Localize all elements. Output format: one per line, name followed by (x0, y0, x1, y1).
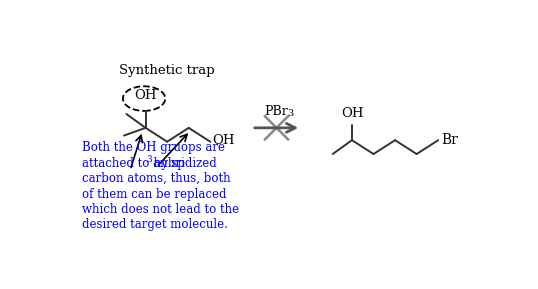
Text: 3: 3 (287, 109, 294, 118)
Text: 3: 3 (146, 155, 152, 164)
Text: attached to an sp: attached to an sp (82, 157, 186, 170)
Text: which does not lead to the: which does not lead to the (82, 203, 239, 216)
Text: PBr: PBr (265, 105, 288, 118)
Text: hybridized: hybridized (150, 157, 217, 170)
Text: OH: OH (134, 89, 157, 102)
Text: OH: OH (342, 107, 364, 120)
Text: desired target molecule.: desired target molecule. (82, 218, 228, 231)
Text: OH: OH (213, 134, 235, 147)
Text: Br: Br (441, 133, 458, 147)
Text: Synthetic trap: Synthetic trap (119, 64, 215, 77)
Text: of them can be replaced: of them can be replaced (82, 188, 227, 201)
Text: carbon atoms, thus, both: carbon atoms, thus, both (82, 172, 231, 185)
Text: Both the OH gruops are: Both the OH gruops are (82, 141, 225, 154)
